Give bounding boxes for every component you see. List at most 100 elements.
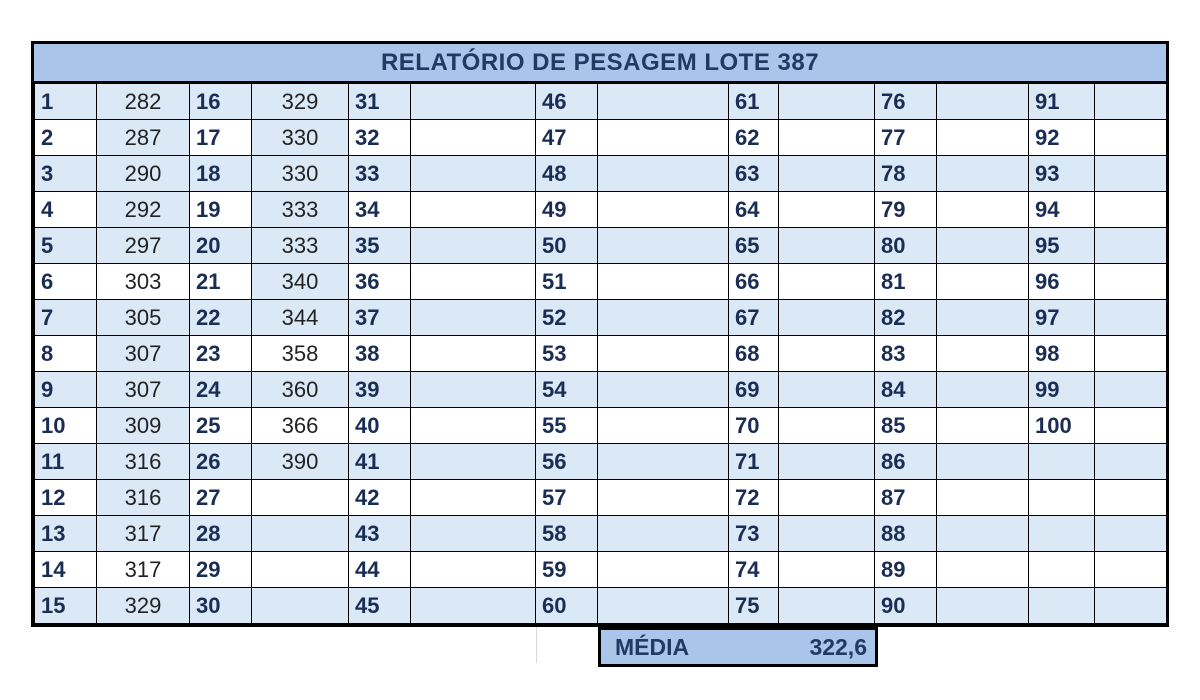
weight-cell[interactable] [778, 515, 875, 552]
weight-cell[interactable]: 390 [251, 443, 349, 480]
weight-cell[interactable]: 317 [96, 515, 190, 552]
weight-cell[interactable]: 329 [96, 587, 190, 624]
weight-cell[interactable] [410, 299, 536, 336]
weight-cell[interactable] [597, 83, 729, 120]
weight-cell[interactable] [410, 191, 536, 228]
weight-cell[interactable]: 358 [251, 335, 349, 372]
weight-cell[interactable] [778, 335, 875, 372]
weight-cell[interactable]: 344 [251, 299, 349, 336]
weight-cell[interactable] [778, 299, 875, 336]
weight-cell[interactable] [936, 299, 1029, 336]
weight-cell[interactable] [251, 551, 349, 588]
weight-cell[interactable] [778, 191, 875, 228]
weight-cell[interactable] [778, 551, 875, 588]
weight-cell[interactable] [251, 479, 349, 516]
weight-cell[interactable] [1094, 551, 1167, 588]
weight-cell[interactable]: 366 [251, 407, 349, 444]
weight-cell[interactable] [1094, 587, 1167, 624]
weight-cell[interactable] [597, 335, 729, 372]
weight-cell[interactable] [778, 443, 875, 480]
weight-cell[interactable] [778, 587, 875, 624]
weight-cell[interactable]: 309 [96, 407, 190, 444]
weight-cell[interactable] [597, 479, 729, 516]
weight-cell[interactable] [410, 155, 536, 192]
weight-cell[interactable] [778, 263, 875, 300]
weight-cell[interactable] [410, 587, 536, 624]
weight-cell[interactable] [1094, 443, 1167, 480]
weight-cell[interactable] [778, 227, 875, 264]
weight-cell[interactable] [936, 335, 1029, 372]
weight-cell[interactable]: 282 [96, 83, 190, 120]
weight-cell[interactable]: 303 [96, 263, 190, 300]
weight-cell[interactable] [936, 227, 1029, 264]
weight-cell[interactable] [936, 155, 1029, 192]
weight-cell[interactable] [936, 371, 1029, 408]
weight-cell[interactable]: 292 [96, 191, 190, 228]
weight-cell[interactable] [936, 443, 1029, 480]
weight-cell[interactable]: 333 [251, 227, 349, 264]
weight-cell[interactable]: 297 [96, 227, 190, 264]
weight-cell[interactable] [1094, 371, 1167, 408]
weight-cell[interactable] [1094, 263, 1167, 300]
weight-cell[interactable] [936, 191, 1029, 228]
weight-cell[interactable] [597, 515, 729, 552]
weight-cell[interactable] [410, 551, 536, 588]
weight-cell[interactable] [1094, 515, 1167, 552]
weight-cell[interactable] [778, 83, 875, 120]
weight-cell[interactable] [936, 551, 1029, 588]
weight-cell[interactable] [410, 479, 536, 516]
weight-cell[interactable]: 305 [96, 299, 190, 336]
weight-cell[interactable] [410, 371, 536, 408]
weight-cell[interactable] [410, 263, 536, 300]
weight-cell[interactable]: 290 [96, 155, 190, 192]
weight-cell[interactable] [597, 407, 729, 444]
weight-cell[interactable] [1094, 335, 1167, 372]
weight-cell[interactable] [1094, 479, 1167, 516]
weight-cell[interactable]: 330 [251, 155, 349, 192]
weight-cell[interactable] [936, 83, 1029, 120]
weight-cell[interactable] [251, 587, 349, 624]
weight-cell[interactable]: 316 [96, 479, 190, 516]
weight-cell[interactable]: 307 [96, 335, 190, 372]
weight-cell[interactable] [936, 407, 1029, 444]
weight-cell[interactable] [410, 83, 536, 120]
weight-cell[interactable] [778, 371, 875, 408]
weight-cell[interactable] [1094, 227, 1167, 264]
weight-cell[interactable] [597, 551, 729, 588]
weight-cell[interactable] [597, 587, 729, 624]
weight-cell[interactable] [936, 515, 1029, 552]
weight-cell[interactable]: 329 [251, 83, 349, 120]
weight-cell[interactable] [597, 299, 729, 336]
weight-cell[interactable] [597, 191, 729, 228]
weight-cell[interactable] [410, 407, 536, 444]
weight-cell[interactable] [936, 119, 1029, 156]
weight-cell[interactable]: 317 [96, 551, 190, 588]
weight-cell[interactable] [778, 155, 875, 192]
weight-cell[interactable] [936, 263, 1029, 300]
weight-cell[interactable]: 340 [251, 263, 349, 300]
weight-cell[interactable] [597, 227, 729, 264]
weight-cell[interactable] [410, 119, 536, 156]
weight-cell[interactable] [410, 335, 536, 372]
weight-cell[interactable] [597, 155, 729, 192]
weight-cell[interactable] [597, 263, 729, 300]
weight-cell[interactable] [1094, 119, 1167, 156]
weight-cell[interactable] [597, 119, 729, 156]
weight-cell[interactable] [1094, 83, 1167, 120]
weight-cell[interactable]: 307 [96, 371, 190, 408]
weight-cell[interactable]: 360 [251, 371, 349, 408]
weight-cell[interactable]: 287 [96, 119, 190, 156]
weight-cell[interactable] [410, 227, 536, 264]
weight-cell[interactable] [936, 587, 1029, 624]
weight-cell[interactable] [597, 443, 729, 480]
weight-cell[interactable] [410, 443, 536, 480]
weight-cell[interactable] [1094, 155, 1167, 192]
weight-cell[interactable] [251, 515, 349, 552]
weight-cell[interactable]: 333 [251, 191, 349, 228]
weight-cell[interactable] [778, 407, 875, 444]
weight-cell[interactable] [778, 119, 875, 156]
weight-cell[interactable] [936, 479, 1029, 516]
weight-cell[interactable]: 316 [96, 443, 190, 480]
weight-cell[interactable] [597, 371, 729, 408]
weight-cell[interactable] [1094, 191, 1167, 228]
